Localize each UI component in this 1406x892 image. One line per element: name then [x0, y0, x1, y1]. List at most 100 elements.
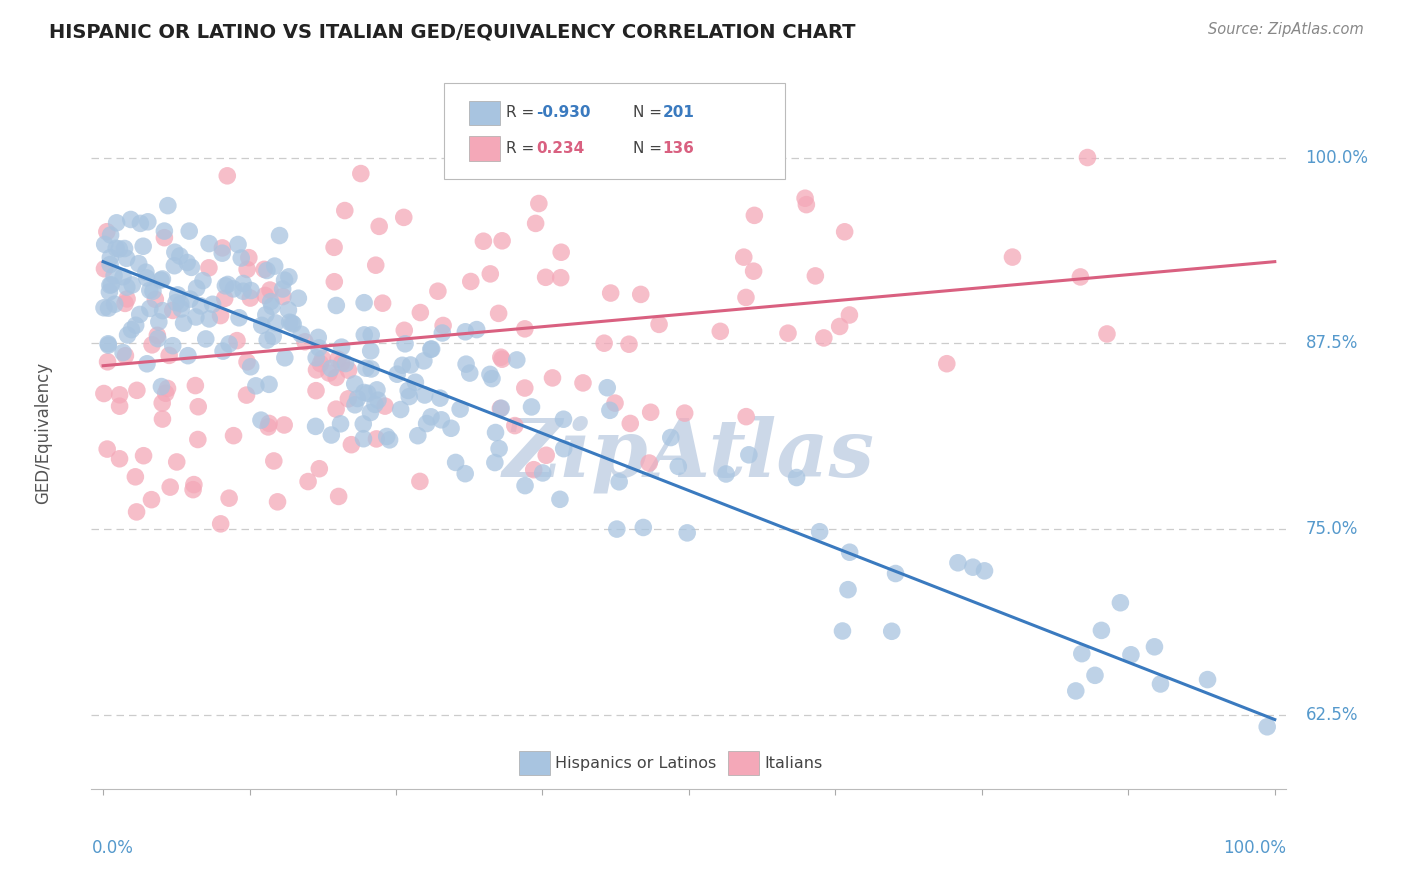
Point	[394, 336, 416, 351]
Point	[305, 384, 328, 398]
Point	[226, 237, 249, 252]
Point	[1064, 684, 1087, 698]
Point	[190, 299, 212, 313]
Point	[124, 470, 146, 484]
Point	[141, 338, 163, 352]
Point	[173, 316, 195, 330]
Point	[617, 337, 640, 351]
Point	[146, 328, 169, 343]
Point	[488, 442, 510, 456]
Point	[367, 393, 389, 408]
FancyBboxPatch shape	[728, 751, 759, 775]
Point	[179, 292, 201, 306]
Point	[163, 259, 186, 273]
Point	[531, 466, 554, 480]
Point	[121, 323, 143, 337]
Point	[169, 249, 191, 263]
Point	[553, 412, 575, 426]
Point	[733, 250, 755, 264]
Point	[186, 281, 208, 295]
Point	[108, 399, 131, 413]
Point	[325, 298, 347, 312]
Point	[673, 406, 696, 420]
Point	[409, 305, 432, 319]
Point	[142, 284, 165, 298]
Point	[115, 292, 138, 306]
Point	[98, 278, 121, 293]
Point	[307, 330, 329, 344]
Point	[406, 428, 429, 442]
Point	[371, 296, 394, 310]
Point	[98, 258, 121, 272]
Point	[308, 341, 330, 355]
Point	[330, 356, 353, 370]
Point	[481, 371, 503, 385]
Point	[262, 329, 284, 343]
Point	[391, 359, 413, 373]
Point	[177, 349, 200, 363]
Point	[98, 251, 121, 265]
Point	[117, 328, 139, 343]
Point	[239, 359, 262, 374]
Point	[136, 215, 159, 229]
Point	[153, 230, 176, 244]
Point	[114, 349, 136, 363]
Point	[346, 392, 368, 406]
Point	[659, 431, 682, 445]
Text: N =: N =	[633, 141, 666, 156]
Point	[273, 417, 295, 432]
Point	[93, 237, 115, 252]
Point	[97, 336, 120, 351]
Point	[340, 438, 363, 452]
Point	[354, 361, 377, 376]
Point	[603, 396, 626, 410]
Point	[108, 388, 131, 402]
Point	[744, 208, 766, 222]
Point	[489, 401, 512, 416]
Text: 87.5%: 87.5%	[1305, 334, 1358, 352]
Point	[828, 319, 851, 334]
Point	[297, 475, 319, 489]
Point	[796, 197, 818, 211]
Point	[413, 388, 436, 402]
Point	[212, 344, 235, 359]
Point	[309, 357, 332, 371]
Text: R =: R =	[506, 105, 540, 120]
Point	[211, 241, 233, 255]
Point	[198, 312, 221, 326]
Point	[415, 417, 437, 431]
Point	[419, 343, 441, 357]
Point	[125, 318, 148, 333]
Point	[444, 455, 467, 469]
Point	[209, 309, 232, 323]
Point	[278, 315, 301, 329]
Point	[458, 366, 481, 380]
Point	[360, 328, 382, 343]
Text: R =: R =	[506, 141, 540, 156]
FancyBboxPatch shape	[470, 136, 501, 161]
Point	[218, 337, 240, 351]
Point	[321, 428, 343, 442]
Point	[1076, 151, 1098, 165]
Point	[786, 470, 808, 484]
Point	[353, 327, 375, 342]
Point	[360, 362, 382, 376]
Point	[1119, 648, 1142, 662]
Point	[640, 405, 662, 419]
Point	[166, 455, 188, 469]
Point	[1149, 677, 1171, 691]
Point	[534, 448, 557, 462]
Point	[266, 495, 288, 509]
Point	[181, 483, 204, 497]
Point	[676, 525, 699, 540]
Point	[491, 352, 513, 367]
Point	[121, 277, 143, 292]
Point	[236, 262, 259, 277]
Point	[245, 379, 267, 393]
Point	[813, 331, 835, 345]
Point	[343, 398, 366, 412]
Point	[375, 429, 398, 443]
Point	[527, 196, 550, 211]
Point	[235, 388, 257, 402]
Point	[325, 402, 347, 417]
